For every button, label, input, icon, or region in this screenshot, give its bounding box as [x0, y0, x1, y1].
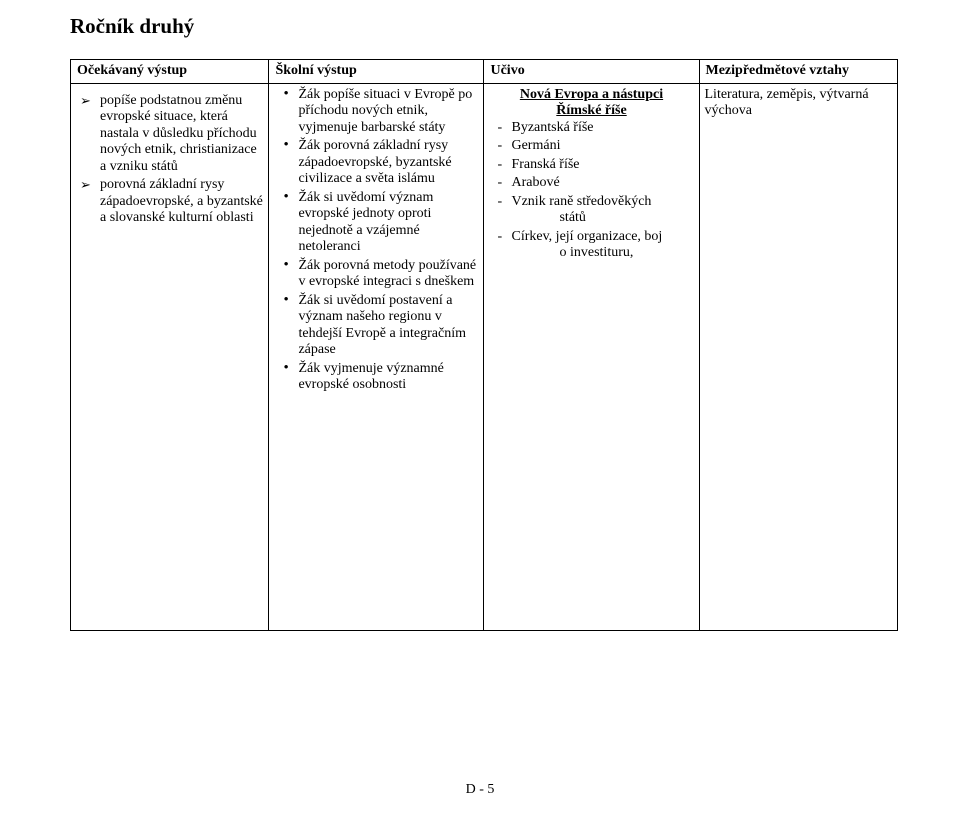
curriculum-heading: Římské říše	[489, 103, 693, 120]
school-item: Žák porovná základní rysy západoevropské…	[280, 138, 478, 188]
header-school-output: Školní výstup	[269, 60, 484, 84]
page-title: Ročník druhý	[70, 14, 898, 39]
curriculum-heading: Nová Evropa a nástupci	[489, 87, 693, 104]
header-curriculum: Učivo	[484, 60, 699, 84]
school-item: Žák si uvědomí postavení a význam našeho…	[280, 293, 478, 359]
curriculum-item: Byzantská říše	[493, 120, 693, 137]
school-item: Žák popíše situaci v Evropě po příchodu …	[280, 87, 478, 137]
curriculum-subline: států	[511, 210, 693, 227]
curriculum-table: Očekávaný výstup Školní výstup Učivo Mez…	[70, 59, 898, 631]
cell-school-output: Žák popíše situaci v Evropě po příchodu …	[269, 83, 484, 630]
expected-item: porovná základní rysy západoevropské, a …	[78, 177, 263, 227]
school-item: Žák porovná metody používané v evropské …	[280, 258, 478, 291]
school-item: Žák vyjmenuje významné evropské osobnost…	[280, 361, 478, 394]
curriculum-item: Arabové	[493, 175, 693, 192]
school-item: Žák si uvědomí význam evropské jednoty o…	[280, 190, 478, 256]
page-footer: D - 5	[0, 782, 960, 798]
cross-subject-text: Literatura, zeměpis, výtvarná výchova	[705, 87, 869, 119]
cell-curriculum: Nová Evropa a nástupci Římské říše Byzan…	[484, 83, 699, 630]
curriculum-item: Germáni	[493, 138, 693, 155]
expected-item: popíše podstatnou změnu evropské situace…	[78, 93, 263, 176]
curriculum-subline: o investituru,	[511, 245, 693, 262]
curriculum-item: Franská říše	[493, 157, 693, 174]
header-expected-output: Očekávaný výstup	[71, 60, 269, 84]
curriculum-item: Vznik raně středověkých států	[493, 194, 693, 227]
curriculum-item: Církev, její organizace, boj o investitu…	[493, 229, 693, 262]
header-cross-subject: Mezipředmětové vztahy	[699, 60, 898, 84]
cell-cross-subject: Literatura, zeměpis, výtvarná výchova	[699, 83, 898, 630]
cell-expected-output: popíše podstatnou změnu evropské situace…	[71, 83, 269, 630]
